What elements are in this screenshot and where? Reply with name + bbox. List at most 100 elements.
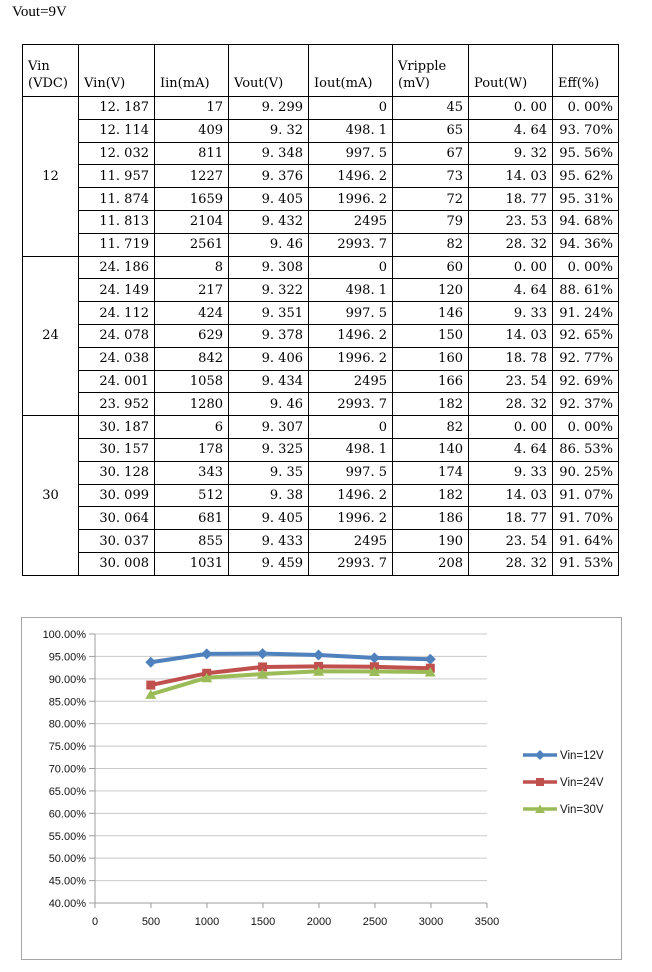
header-line: Iin(mA) xyxy=(160,76,210,92)
cell-pout-w: 0. 00 xyxy=(468,96,553,120)
cell-vout-v: 9. 376 xyxy=(228,164,309,189)
page-title: Vout=9V xyxy=(12,4,67,20)
cell-vripple-mv: 186 xyxy=(392,506,469,531)
header-vripple-mv: Vripple (mV) xyxy=(392,44,469,97)
cell-iout-ma: 1496. 2 xyxy=(308,164,393,189)
cell-eff-pct: 91. 53% xyxy=(552,551,619,576)
y-tick-label: 65.00% xyxy=(49,786,87,798)
y-tick-label: 100.00% xyxy=(43,629,87,641)
y-tick-label: 95.00% xyxy=(49,651,87,663)
marker-vin-12v xyxy=(424,653,436,665)
cell-iin-ma: 855 xyxy=(154,529,229,553)
cell-vout-v: 9. 32 xyxy=(228,118,309,143)
cell-vripple-mv: 190 xyxy=(392,529,469,553)
header-line: Vripple xyxy=(398,58,447,74)
cell-pout-w: 18. 78 xyxy=(468,346,553,371)
cell-vripple-mv: 160 xyxy=(392,346,469,371)
cell-vin-v: 12. 114 xyxy=(78,118,155,143)
cell-vin-v: 11. 874 xyxy=(78,187,155,211)
group-label-vin-12: 12 xyxy=(22,96,79,257)
y-tick-label: 85.00% xyxy=(49,696,87,708)
header-line: (VDC) xyxy=(28,76,68,92)
cell-iin-ma: 178 xyxy=(154,437,229,462)
legend-label-vin-12v: Vin=12V xyxy=(560,750,604,762)
cell-iin-ma: 8 xyxy=(154,255,229,280)
cell-vout-v: 9. 348 xyxy=(228,141,309,166)
cell-vin-v: 11. 719 xyxy=(78,232,155,257)
header-line: Vout(V) xyxy=(234,76,284,92)
cell-iin-ma: 2104 xyxy=(154,209,229,234)
cell-iout-ma: 1996. 2 xyxy=(308,506,393,531)
header-vout-v: Vout(V) xyxy=(228,44,309,97)
cell-iout-ma: 997. 5 xyxy=(308,141,393,166)
table-row: 12 12. 187 17 9. 299 0 45 0. 00 0. 00% xyxy=(22,96,619,257)
table-row: 11. 874 1659 9. 405 1996. 2 72 18. 77 95. 31% xyxy=(23,187,619,211)
cell-iout-ma: 2993. 7 xyxy=(308,232,393,257)
cell-iin-ma: 17 xyxy=(154,96,229,120)
table-row: 24 24. 186 8 9. 308 0 60 0. 00 0. 00% xyxy=(22,255,619,417)
table-row: 30. 099 512 9. 38 1496. 2 182 14. 03 91. 07% xyxy=(23,483,619,508)
marker-vin-12v xyxy=(145,656,157,668)
cell-vout-v: 9. 351 xyxy=(228,301,309,325)
cell-vripple-mv: 208 xyxy=(392,551,469,576)
cell-iout-ma: 2495 xyxy=(308,369,393,394)
table-row: 30. 037 855 9. 433 2495 190 23. 54 91. 64% xyxy=(23,529,619,553)
cell-vin-v: 24. 001 xyxy=(78,369,155,394)
cell-pout-w: 0. 00 xyxy=(468,255,553,280)
table-row: 24. 112 424 9. 351 997. 5 146 9. 33 91. 24% xyxy=(23,301,619,325)
cell-eff-pct: 95. 31% xyxy=(552,187,619,211)
cell-vin-v: 24. 186 xyxy=(78,255,155,280)
legend-marker-vin-30v xyxy=(535,804,545,813)
y-tick-label: 75.00% xyxy=(49,741,87,753)
cell-vout-v: 9. 307 xyxy=(228,415,309,439)
cell-vripple-mv: 73 xyxy=(392,164,469,189)
cell-eff-pct: 86. 53% xyxy=(552,437,619,462)
cell-vout-v: 9. 46 xyxy=(228,232,309,257)
cell-pout-w: 9. 33 xyxy=(468,301,553,325)
cell-vin-v: 30. 187 xyxy=(78,415,155,439)
cell-pout-w: 23. 54 xyxy=(468,529,553,553)
header-eff-pct: Eff(%) xyxy=(552,44,619,97)
header-line: Vin(V) xyxy=(84,76,126,92)
cell-eff-pct: 95. 56% xyxy=(552,141,619,166)
series-line-vin-24v xyxy=(148,664,433,688)
cell-vripple-mv: 82 xyxy=(392,232,469,257)
table-row: 24. 078 629 9. 378 1496. 2 150 14. 03 92. 65% xyxy=(23,323,619,348)
cell-vout-v: 9. 38 xyxy=(228,483,309,508)
y-tick-label: 45.00% xyxy=(49,876,87,888)
cell-iout-ma: 997. 5 xyxy=(308,460,393,485)
cell-vout-v: 9. 299 xyxy=(228,96,309,120)
table-header-row: Vin (VDC) Vin(V) Iin(mA) Vout(V) Iout(mA) Vrip… xyxy=(22,44,619,97)
cell-vin-v: 24. 038 xyxy=(78,346,155,371)
cell-vout-v: 9. 46 xyxy=(228,392,309,417)
legend-marker-vin-24v xyxy=(536,778,544,786)
y-tick-label: 60.00% xyxy=(49,808,87,820)
header-iout-ma: Iout(mA) xyxy=(308,44,393,97)
table-row: 11. 957 1227 9. 376 1496. 2 73 14. 03 95. 62% xyxy=(23,164,619,189)
measurement-table: Vin (VDC) Vin(V) Iin(mA) Vout(V) Iout(mA) Vrip… xyxy=(22,44,619,576)
x-tick-label: 2000 xyxy=(307,916,331,928)
cell-vout-v: 9. 433 xyxy=(228,529,309,553)
marker-vin-30v xyxy=(424,666,436,677)
cell-iout-ma: 1496. 2 xyxy=(308,323,393,348)
cell-iin-ma: 629 xyxy=(154,323,229,348)
cell-iin-ma: 217 xyxy=(154,278,229,303)
table-row: 12. 114 409 9. 32 498. 1 65 4. 64 93. 70% xyxy=(23,118,619,143)
cell-vin-v: 30. 037 xyxy=(78,529,155,553)
cell-iin-ma: 2561 xyxy=(154,232,229,257)
cell-eff-pct: 91. 07% xyxy=(552,483,619,508)
marker-vin-12v xyxy=(201,648,213,660)
table-row: 24. 149 217 9. 322 498. 1 120 4. 64 88. 61% xyxy=(23,278,619,303)
y-tick-label: 50.00% xyxy=(49,853,87,865)
header-vin-v: Vin(V) xyxy=(78,44,155,97)
cell-pout-w: 4. 64 xyxy=(468,278,553,303)
cell-vripple-mv: 146 xyxy=(392,301,469,325)
header-row: Vin (VDC) Vin(V) Iin(mA) Vout(V) Iout(mA) Vrip… xyxy=(22,44,619,97)
marker-vin-24v xyxy=(146,680,156,690)
x-tick-label: 1000 xyxy=(195,916,219,928)
cell-iin-ma: 6 xyxy=(154,415,229,439)
y-tick-label: 55.00% xyxy=(49,831,87,843)
cell-eff-pct: 92. 77% xyxy=(552,346,619,371)
cell-vripple-mv: 140 xyxy=(392,437,469,462)
table-row: 24. 038 842 9. 406 1996. 2 160 18. 78 92. 77% xyxy=(23,346,619,371)
